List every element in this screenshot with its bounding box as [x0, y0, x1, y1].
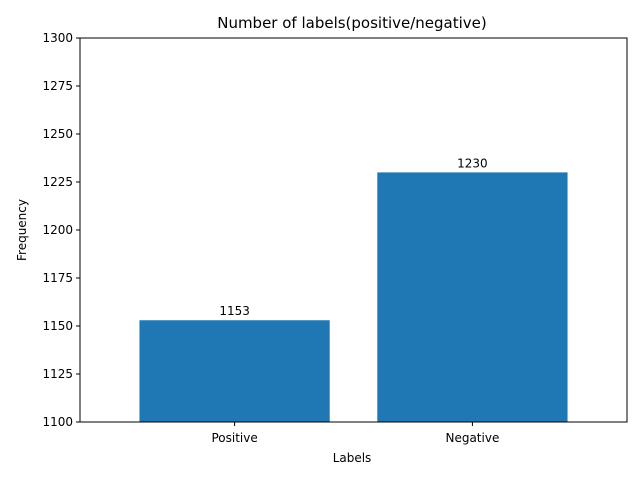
y-tick-label-1225: 1225 [42, 175, 73, 189]
y-tick-label-1300: 1300 [42, 31, 73, 45]
y-tick-label-1150: 1150 [42, 319, 73, 333]
x-axis-label: Labels [333, 451, 372, 465]
y-tick-label-1100: 1100 [42, 415, 73, 429]
y-axis-ticks: 1100 1125 1150 1175 1200 1225 1250 1275 1300 [42, 31, 80, 429]
y-axis-label: Frequency [15, 199, 29, 261]
x-axis-ticks: Positive Negative [211, 422, 499, 445]
plot-frame [79, 37, 628, 423]
y-tick-label-1250: 1250 [42, 127, 73, 141]
x-tick-label-positive: Positive [211, 431, 257, 445]
bars-group: 1153 1230 [139, 156, 568, 422]
bar-negative [377, 172, 568, 422]
data-label-negative: 1230 [457, 156, 488, 170]
data-label-positive: 1153 [219, 304, 250, 318]
chart-title: Number of labels(positive/negative) [217, 14, 487, 32]
bar-positive [139, 320, 330, 422]
x-tick-label-negative: Negative [445, 431, 499, 445]
y-tick-label-1200: 1200 [42, 223, 73, 237]
y-tick-label-1125: 1125 [42, 367, 73, 381]
y-tick-label-1275: 1275 [42, 79, 73, 93]
y-tick-label-1175: 1175 [42, 271, 73, 285]
